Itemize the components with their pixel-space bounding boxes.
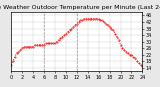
- Title: Milwaukee Weather Outdoor Temperature per Minute (Last 24 Hours): Milwaukee Weather Outdoor Temperature pe…: [0, 5, 160, 10]
